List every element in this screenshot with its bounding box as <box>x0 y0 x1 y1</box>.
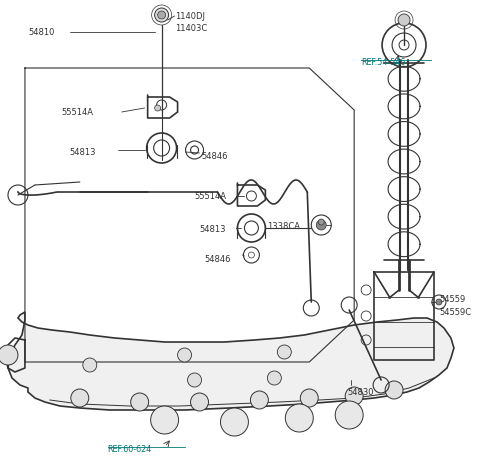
Text: 54846: 54846 <box>202 152 228 161</box>
Circle shape <box>83 358 97 372</box>
Circle shape <box>0 345 18 365</box>
Text: 54810: 54810 <box>28 28 54 37</box>
Text: REF.60-624: REF.60-624 <box>108 445 152 454</box>
Circle shape <box>157 11 166 19</box>
Circle shape <box>398 14 410 26</box>
Circle shape <box>316 220 326 230</box>
Circle shape <box>188 373 202 387</box>
Circle shape <box>151 406 179 434</box>
Text: 54846: 54846 <box>204 255 231 264</box>
Circle shape <box>191 393 208 411</box>
Text: 54559: 54559 <box>439 295 465 304</box>
Circle shape <box>436 299 442 305</box>
Circle shape <box>155 8 168 22</box>
Circle shape <box>131 393 149 411</box>
Text: 55514A: 55514A <box>194 192 227 201</box>
Circle shape <box>220 408 249 436</box>
Text: 11403C: 11403C <box>176 24 208 33</box>
Circle shape <box>345 387 363 405</box>
Circle shape <box>318 219 324 225</box>
Text: 54559C: 54559C <box>439 308 471 317</box>
Circle shape <box>285 404 313 432</box>
Text: 1140DJ: 1140DJ <box>176 12 205 21</box>
Text: REF.54-546: REF.54-546 <box>361 58 406 67</box>
Polygon shape <box>8 312 454 410</box>
Circle shape <box>251 391 268 409</box>
Circle shape <box>71 389 89 407</box>
Circle shape <box>267 371 281 385</box>
Text: 1338CA: 1338CA <box>267 222 300 231</box>
Text: 55514A: 55514A <box>62 108 94 117</box>
Circle shape <box>277 345 291 359</box>
Circle shape <box>385 381 403 399</box>
Circle shape <box>155 105 161 111</box>
Text: 54813: 54813 <box>200 225 226 234</box>
Text: 54830: 54830 <box>347 388 374 397</box>
Circle shape <box>335 401 363 429</box>
Circle shape <box>178 348 192 362</box>
Circle shape <box>300 389 318 407</box>
Text: 54813: 54813 <box>70 148 96 157</box>
